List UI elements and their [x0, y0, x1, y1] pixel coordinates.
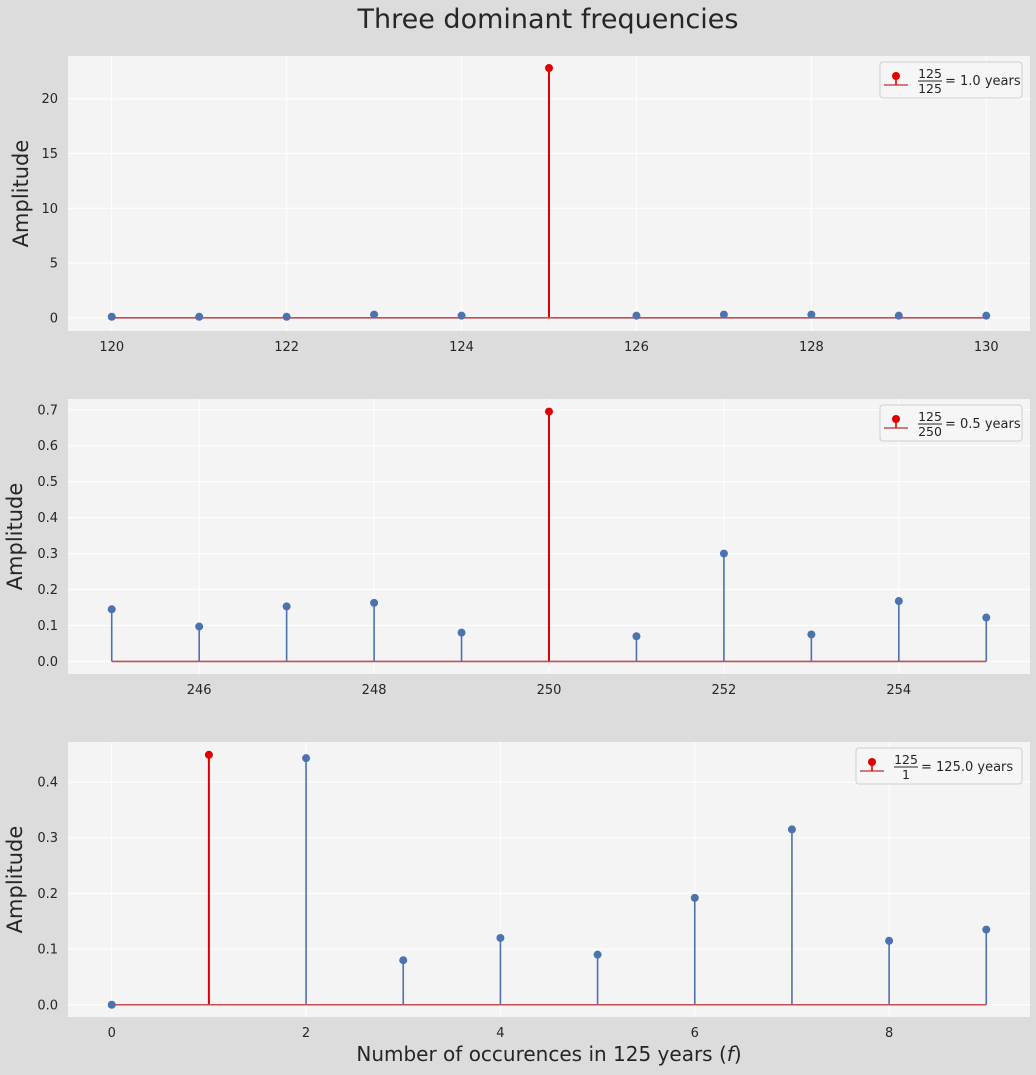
legend-label: = 1.0 years	[945, 74, 1021, 89]
stem-marker	[982, 925, 991, 934]
stem-marker	[632, 311, 641, 320]
y-tick-label: 0.4	[37, 776, 58, 791]
y-tick-label: 0.2	[37, 583, 58, 598]
stem-marker	[195, 622, 204, 631]
stem-marker	[719, 549, 728, 558]
stem-marker	[107, 1000, 116, 1009]
stem-marker	[399, 956, 408, 965]
stem-marker	[787, 825, 796, 834]
legend-denominator: 125	[918, 81, 942, 96]
x-tick-label: 6	[691, 1026, 699, 1041]
stem-marker	[457, 628, 466, 637]
stem-marker	[282, 602, 291, 611]
x-tick-label: 254	[886, 683, 911, 698]
chart-panel-2: 246 248 250 252 254 0.0 0.1 0.2 0.3 0.4 0.5 0.6 0.7 A…	[3, 399, 1030, 698]
legend-numerator: 125	[918, 66, 942, 81]
y-tick-label: 0.0	[37, 655, 58, 670]
stem-marker	[632, 632, 641, 641]
x-tick-label: 4	[496, 1026, 504, 1041]
x-tick-label: 130	[974, 340, 999, 355]
y-tick-label: 0.2	[37, 887, 58, 902]
stem-marker	[982, 311, 991, 320]
stem-marker	[370, 598, 379, 607]
x-tick-label: 246	[187, 683, 212, 698]
y-tick-label: 0.3	[37, 547, 58, 562]
x-tick-label: 250	[537, 683, 562, 698]
stem-marker	[894, 597, 903, 606]
stem-marker	[496, 933, 505, 942]
x-tick-label: 2	[302, 1026, 310, 1041]
stem-marker	[593, 950, 602, 959]
x-tick-label: 0	[108, 1026, 116, 1041]
y-tick-label: 0	[50, 311, 58, 326]
y-tick-label: 0.7	[37, 403, 58, 418]
y-axis-label: Amplitude	[3, 483, 27, 591]
x-tick-label: 252	[711, 683, 736, 698]
stem-marker	[807, 630, 816, 639]
legend-marker-swatch	[868, 758, 876, 766]
legend-denominator: 1	[902, 767, 910, 782]
x-tick-label: 120	[99, 340, 124, 355]
legend-label: = 0.5 years	[945, 417, 1021, 432]
y-tick-label: 0.1	[37, 943, 58, 958]
chart-panel-1: 120 122 124 126 128 130 0 5 10 15 20 Amplitude 12512…	[9, 56, 1030, 355]
y-tick-label: 0.0	[37, 998, 58, 1013]
stem-marker	[302, 754, 311, 763]
stem-marker	[719, 310, 728, 319]
legend-label: = 125.0 years	[921, 760, 1013, 775]
y-tick-label: 10	[41, 202, 58, 217]
y-tick-label: 0.5	[37, 475, 58, 490]
y-tick-label: 20	[41, 92, 58, 107]
stem-marker	[370, 310, 379, 319]
y-tick-label: 0.6	[37, 439, 58, 454]
legend-marker-swatch	[892, 415, 900, 423]
stem-marker	[282, 312, 291, 321]
y-tick-label: 0.1	[37, 619, 58, 634]
stem-marker	[107, 605, 116, 614]
stem-marker	[690, 893, 699, 902]
legend-numerator: 125	[918, 409, 942, 424]
highlight-marker	[545, 64, 553, 73]
stem-marker	[885, 936, 894, 945]
legend-frame	[879, 61, 1023, 99]
stem-marker	[982, 613, 991, 622]
stem-marker	[107, 312, 116, 321]
stem-marker	[457, 311, 466, 320]
legend-marker-swatch	[892, 72, 900, 80]
legend-numerator: 125	[894, 752, 918, 767]
stem-marker	[894, 311, 903, 320]
y-tick-label: 5	[50, 257, 58, 272]
y-axis-label: Amplitude	[9, 140, 33, 248]
x-axis-label: Number of occurences in 125 years (f)	[356, 1042, 741, 1066]
x-tick-label: 8	[885, 1026, 893, 1041]
x-tick-label: 124	[449, 340, 474, 355]
y-tick-label: 0.3	[37, 831, 58, 846]
y-axis-label: Amplitude	[3, 826, 27, 934]
y-tick-label: 0.4	[37, 511, 58, 526]
figure-title: Three dominant frequencies	[357, 4, 739, 35]
stem-marker	[195, 312, 204, 321]
highlight-marker	[204, 750, 213, 759]
legend-denominator: 250	[918, 424, 942, 439]
chart-panel-3: 0 2 4 6 8 0.0 0.1 0.2 0.3 0.4 Amplitude Number of o…	[3, 742, 1030, 1066]
x-tick-label: 122	[274, 340, 299, 355]
y-tick-label: 15	[41, 147, 58, 162]
plot-area	[68, 742, 1030, 1017]
legend-frame	[879, 404, 1023, 442]
x-tick-label: 126	[624, 340, 649, 355]
x-tick-label: 248	[362, 683, 387, 698]
legend-frame	[855, 747, 1023, 785]
stem-marker	[807, 310, 816, 319]
x-tick-label: 128	[799, 340, 824, 355]
highlight-marker	[545, 407, 553, 416]
